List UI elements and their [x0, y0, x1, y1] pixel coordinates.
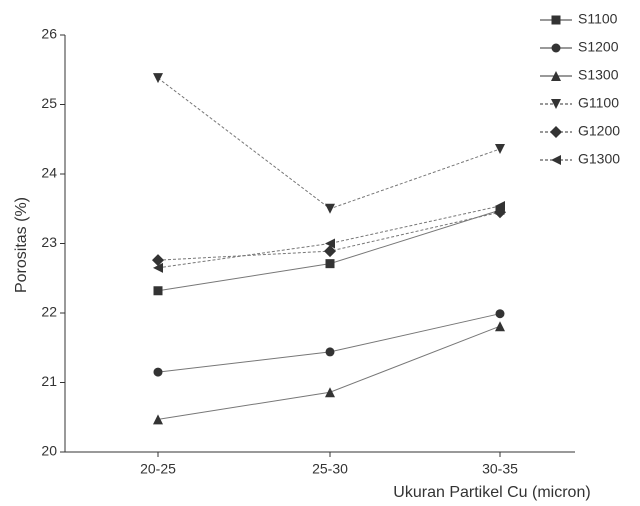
data-point [153, 367, 163, 377]
x-tick-label: 20-25 [140, 461, 176, 477]
y-tick-label: 20 [41, 443, 57, 459]
legend-label: G1100 [578, 95, 619, 111]
series-line [157, 325, 501, 420]
data-point [153, 286, 163, 296]
x-tick-label: 30-35 [482, 461, 518, 477]
legend-label: G1300 [578, 151, 620, 167]
data-point [153, 73, 163, 84]
data-point [495, 309, 505, 319]
data-point [324, 245, 336, 258]
legend-label: S1300 [578, 67, 619, 83]
legend-marker [551, 43, 561, 53]
data-point [325, 203, 335, 214]
series-line [157, 313, 501, 373]
x-axis-label: Ukuran Partikel Cu (micron) [393, 484, 590, 501]
legend-marker [551, 15, 561, 25]
series-line [157, 205, 501, 269]
y-tick-label: 22 [41, 304, 57, 320]
data-point [495, 321, 505, 332]
legend-label: S1100 [578, 11, 618, 27]
legend-marker [551, 155, 561, 165]
series-line [157, 77, 501, 210]
x-tick-label: 25-30 [312, 461, 348, 477]
y-axis-label: Porositas (%) [13, 197, 30, 293]
data-point [325, 259, 335, 269]
data-point [495, 200, 505, 211]
y-tick-label: 25 [41, 95, 57, 111]
data-point [153, 414, 163, 425]
y-tick-label: 24 [41, 165, 57, 181]
data-point [153, 262, 163, 273]
legend-label: G1200 [578, 123, 620, 139]
data-point [325, 347, 335, 357]
data-point [152, 254, 164, 267]
legend-label: S1200 [578, 39, 619, 55]
data-point [325, 238, 335, 249]
y-tick-label: 23 [41, 234, 57, 250]
legend-marker [550, 126, 562, 138]
legend-marker [551, 99, 561, 109]
legend-marker [551, 71, 561, 81]
y-tick-label: 26 [41, 26, 57, 42]
y-tick-label: 21 [41, 373, 57, 389]
data-point [325, 387, 335, 398]
data-point [495, 143, 505, 154]
